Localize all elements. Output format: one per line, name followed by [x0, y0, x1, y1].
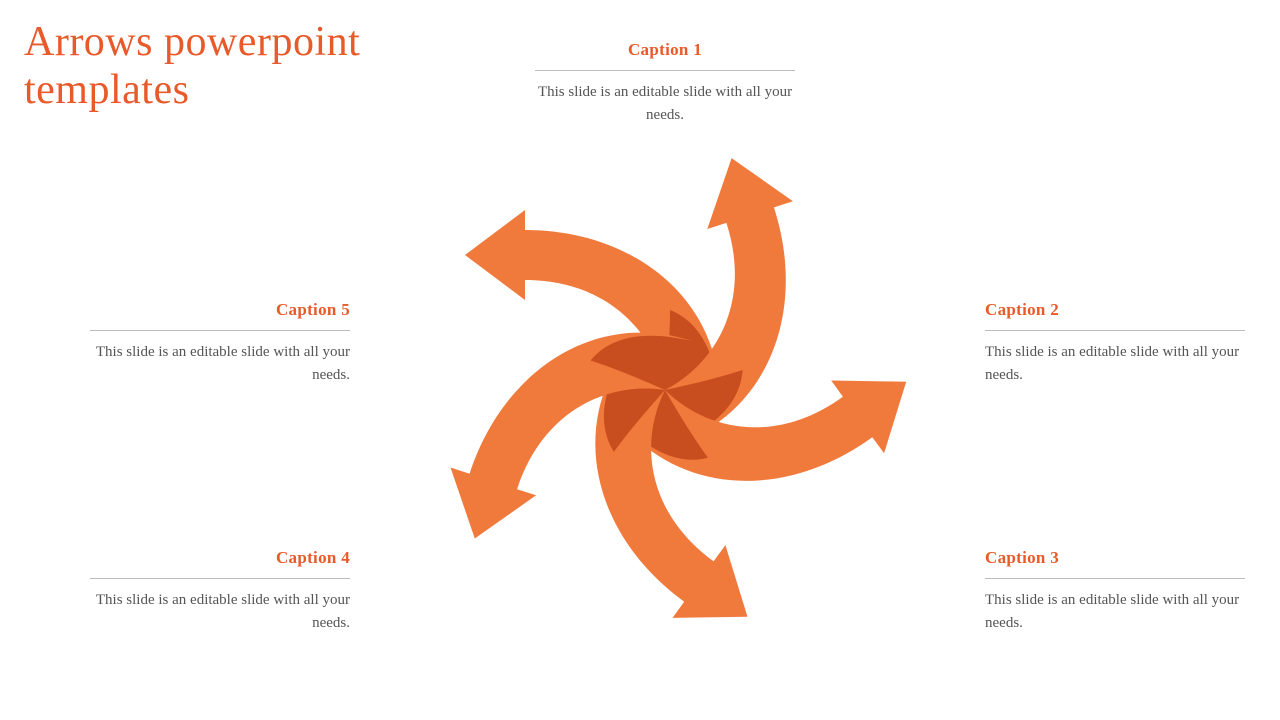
caption-3-title: Caption 3	[985, 548, 1245, 579]
arrow-number-4: 04	[530, 560, 570, 586]
caption-5-title: Caption 5	[90, 300, 350, 331]
slide: Arrows powerpoint templates 01 02 03 04 …	[0, 0, 1280, 720]
caption-5-body: This slide is an editable slide with all…	[90, 331, 350, 386]
caption-3: Caption 3 This slide is an editable slid…	[985, 548, 1245, 634]
caption-5: Caption 5 This slide is an editable slid…	[90, 300, 350, 386]
caption-4-body: This slide is an editable slide with all…	[90, 579, 350, 634]
caption-1-title: Caption 1	[535, 40, 795, 71]
arrow-number-5: 05	[430, 328, 470, 354]
caption-2-title: Caption 2	[985, 300, 1245, 331]
caption-1-body: This slide is an editable slide with all…	[535, 71, 795, 126]
caption-4-title: Caption 4	[90, 548, 350, 579]
caption-2: Caption 2 This slide is an editable slid…	[985, 300, 1245, 386]
caption-3-body: This slide is an editable slide with all…	[985, 579, 1245, 634]
arrow-number-3: 03	[785, 547, 825, 573]
arrow-number-1: 01	[652, 175, 692, 201]
caption-4: Caption 4 This slide is an editable slid…	[90, 548, 350, 634]
caption-1: Caption 1 This slide is an editable slid…	[535, 40, 795, 126]
caption-2-body: This slide is an editable slide with all…	[985, 331, 1245, 386]
arrow-number-2: 02	[855, 305, 895, 331]
